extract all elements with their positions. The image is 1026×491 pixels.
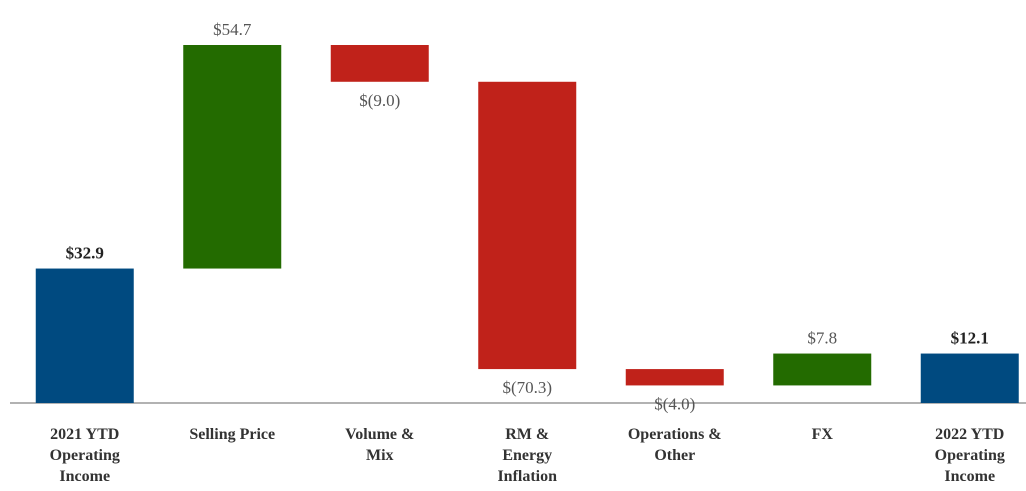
- data-label: $(4.0): [654, 394, 695, 413]
- x-tick-label: Volume & Mix: [345, 426, 415, 464]
- x-tick-label: Selling Price: [189, 426, 276, 443]
- bar: [35, 268, 134, 403]
- data-label: $7.8: [807, 329, 837, 348]
- data-label: $32.9: [66, 244, 104, 263]
- bar: [625, 369, 724, 386]
- bar: [920, 353, 1019, 403]
- bar: [330, 45, 429, 82]
- data-label: $(70.3): [502, 378, 552, 397]
- x-tick-label: 2021 YTD Operating Income: [49, 426, 120, 485]
- x-tick-label: RM & Energy Inflation: [497, 426, 558, 485]
- data-label: $12.1: [951, 329, 989, 348]
- bar: [183, 45, 282, 269]
- x-tick-label: 2022 YTD Operating Income: [934, 426, 1005, 485]
- bar: [478, 81, 577, 370]
- bar: [773, 353, 872, 386]
- data-label: $54.7: [213, 20, 252, 39]
- x-tick-label: FX: [811, 426, 833, 443]
- data-label: $(9.0): [359, 91, 400, 110]
- x-tick-label: Operations & Other: [627, 426, 722, 464]
